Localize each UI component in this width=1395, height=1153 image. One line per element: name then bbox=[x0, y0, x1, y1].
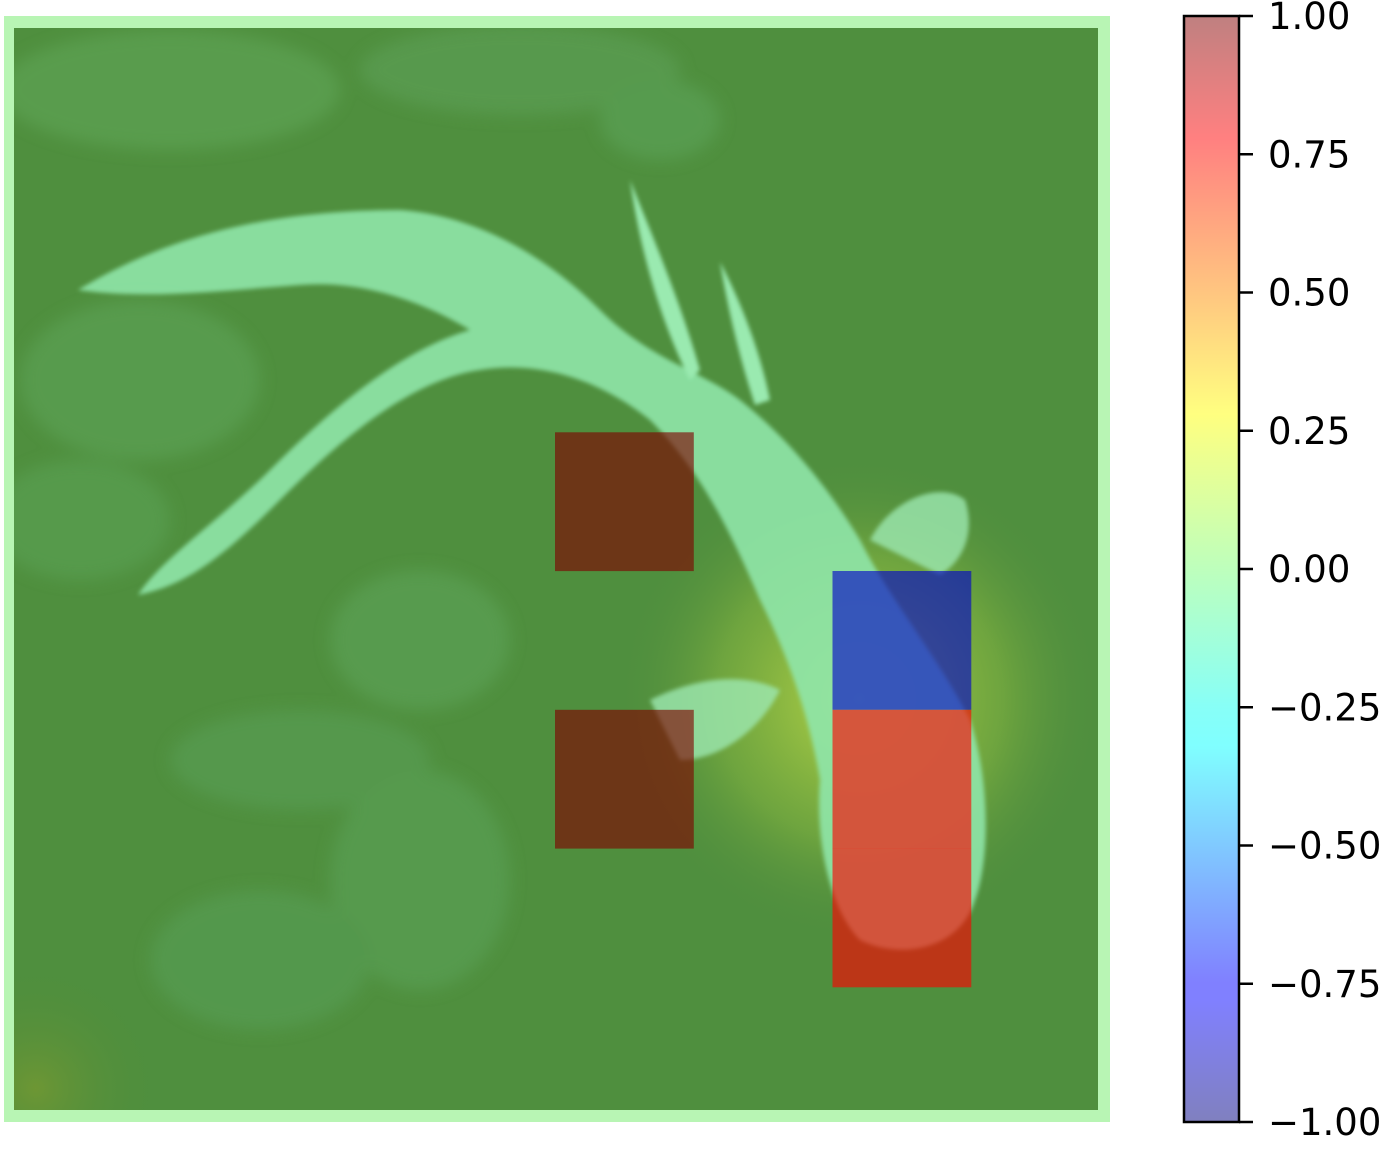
colorbar-tick-label: 1.00 bbox=[1268, 0, 1350, 38]
heatmap-cell-6-6 bbox=[832, 848, 972, 988]
colorbar-ticks: 1.00 0.75 0.50 0.25 0.00 −0.25 −0.50 −0.75 −1.00 bbox=[1239, 0, 1381, 1144]
heatmap-cell-4-6 bbox=[832, 571, 972, 710]
heatmap-cell-3-4 bbox=[555, 432, 694, 572]
heatmap-cell-5-6 bbox=[832, 709, 972, 849]
colorbar-tick-label: 0.00 bbox=[1268, 548, 1350, 591]
heatmap-cells bbox=[555, 432, 972, 988]
colorbar-tick-label: 0.75 bbox=[1268, 133, 1350, 176]
colorbar-tick-label: −0.25 bbox=[1268, 686, 1381, 729]
heatmap-image-area bbox=[4, 16, 1110, 1122]
colorbar-tick-label: −1.00 bbox=[1268, 1101, 1381, 1144]
heatmap-cell-5-4 bbox=[555, 709, 694, 849]
water-texture bbox=[14, 28, 720, 1030]
colorbar-tick-label: 0.50 bbox=[1268, 272, 1350, 315]
background-photo bbox=[14, 28, 1098, 1110]
colorbar: 1.00 0.75 0.50 0.25 0.00 −0.25 −0.50 −0.75 −1.00 bbox=[1182, 0, 1381, 1144]
colorbar-tick-label: 0.25 bbox=[1268, 410, 1350, 453]
colorbar-tick-label: −0.75 bbox=[1268, 963, 1381, 1006]
colorbar-gradient bbox=[1184, 16, 1239, 1122]
colorbar-tick-label: −0.50 bbox=[1268, 825, 1381, 868]
